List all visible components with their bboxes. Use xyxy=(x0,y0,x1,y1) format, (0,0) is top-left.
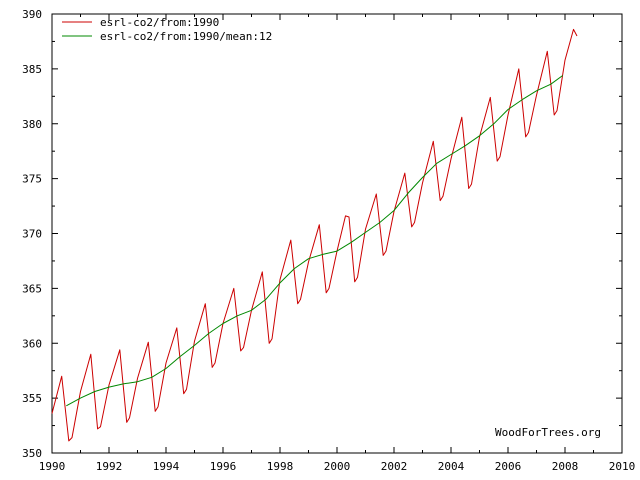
x-tick-label: 2006 xyxy=(495,460,522,473)
x-tick-label: 1998 xyxy=(267,460,294,473)
series-lines xyxy=(51,28,578,442)
x-tick-label: 2008 xyxy=(552,460,579,473)
y-tick-label: 370 xyxy=(22,228,42,241)
axis-ticks xyxy=(51,13,623,454)
x-tick-label: 1996 xyxy=(210,460,237,473)
x-tick-label: 1994 xyxy=(153,460,180,473)
x-tick-label: 2010 xyxy=(609,460,636,473)
series-line-mean xyxy=(66,75,563,407)
legend-label-mean: esrl-co2/from:1990/mean:12 xyxy=(100,30,272,43)
y-tick-label: 390 xyxy=(22,8,42,21)
x-tick-label: 1990 xyxy=(39,460,66,473)
series-line-raw xyxy=(51,28,578,442)
legend: esrl-co2/from:1990 esrl-co2/from:1990/me… xyxy=(62,16,272,43)
x-tick-label: 2002 xyxy=(381,460,408,473)
y-tick-label: 380 xyxy=(22,118,42,131)
y-tick-label: 355 xyxy=(22,392,42,405)
y-tick-label: 360 xyxy=(22,337,42,350)
y-axis-tick-labels: 350 355 360 365 370 375 380 385 390 xyxy=(22,8,42,460)
y-tick-label: 375 xyxy=(22,173,42,186)
x-axis-tick-labels: 1990 1992 1994 1996 1998 2000 2002 2004 2006 2008… xyxy=(39,460,636,473)
x-tick-label: 2004 xyxy=(438,460,465,473)
legend-label-raw: esrl-co2/from:1990 xyxy=(100,16,219,29)
y-tick-label: 385 xyxy=(22,63,42,76)
x-tick-label: 2000 xyxy=(324,460,351,473)
watermark: WoodForTrees.org xyxy=(495,426,601,439)
x-tick-label: 1992 xyxy=(96,460,123,473)
y-tick-label: 350 xyxy=(22,447,42,460)
y-tick-label: 365 xyxy=(22,282,42,295)
